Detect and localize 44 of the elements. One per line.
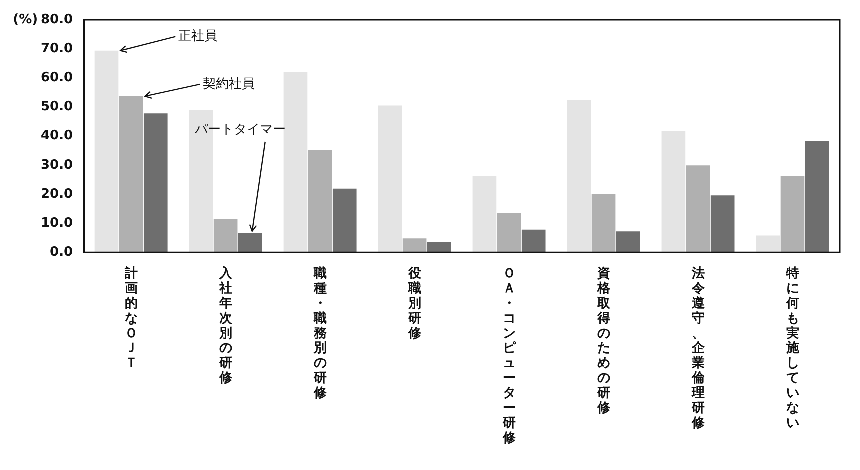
bar [805,142,830,253]
y-tick-label: 50.0 [40,100,74,115]
bar [662,131,686,253]
bar [780,176,805,253]
category-label: 特に何も実施していない [786,266,800,431]
category-label: ＯＡ・コンピューター研修 [502,266,516,446]
y-tick-label: 40.0 [40,128,74,144]
bar [284,72,308,253]
bar [332,188,357,253]
y-axis-title: (%) [13,12,38,28]
bar [238,233,262,253]
y-tick-label: 80.0 [40,12,74,28]
bar [522,230,546,253]
y-tick-label: 70.0 [40,41,74,56]
category-label: 資格取得のための研修 [597,266,610,416]
text: 正社員 [178,29,218,44]
category-label: 法令遵守、企業倫理研修 [692,266,705,431]
bar [402,238,427,253]
bar [308,150,332,253]
bar [497,213,522,253]
category-label: 職種・職務別の研修 [314,266,327,402]
y-tick-label: 0.0 [50,244,74,260]
bar [144,114,168,253]
bar [710,196,735,253]
bar [686,166,710,253]
bar [756,236,780,253]
bar [214,219,238,253]
bar [427,242,452,253]
y-tick-label: 20.0 [40,186,74,202]
bar [119,96,144,253]
bar [378,106,402,253]
x-tick-label: 計画的なＯＪＴ [124,265,138,372]
bar [94,50,119,253]
bar [592,194,616,253]
y-tick-label: 30.0 [40,158,74,173]
text: パートタイマー [194,122,286,138]
y-tick-label: 10.0 [40,216,74,231]
y-tick-label: 60.0 [40,70,74,86]
x-tick-label: 入社年次別の研修 [218,265,234,386]
bar [567,100,592,253]
bar [472,176,497,253]
text: 契約社員 [203,76,256,92]
bar [616,232,640,253]
x-tick-label: 役職別研修 [407,266,422,342]
